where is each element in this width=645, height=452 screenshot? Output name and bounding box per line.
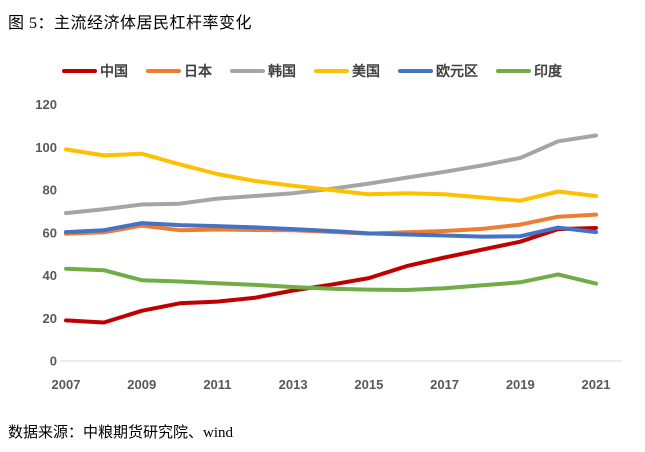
series-line-usa [64,147,598,203]
legend-label-korea: 韩国 [268,63,296,79]
x-axis-tick-label-2017: 2017 [430,377,459,392]
legend-swatch-korea [230,69,265,73]
data-source-note: 数据来源：中粮期货研究院、wind [8,425,234,441]
x-axis-tick-label-2007: 2007 [52,377,81,392]
legend-swatch-india [496,69,531,73]
legend-item-korea: 韩国 [230,64,296,78]
legend-item-india: 印度 [496,64,562,78]
legend-label-eurozone: 欧元区 [436,63,478,79]
y-axis-tick-label-0: 0 [50,354,57,369]
legend-item-usa: 美国 [314,64,380,78]
legend-swatch-eurozone [398,69,433,73]
legend-item-china: 中国 [62,64,128,78]
y-axis-tick-label-20: 20 [43,311,57,326]
legend-label-india: 印度 [534,63,562,79]
legend-label-japan: 日本 [184,63,212,79]
series-line-india [64,266,598,292]
y-axis-tick-label-80: 80 [43,183,57,198]
x-axis-tick-label-2009: 2009 [127,377,156,392]
legend-label-china: 中国 [100,63,128,79]
x-axis-tick-label-2011: 2011 [203,377,231,392]
legend-item-eurozone: 欧元区 [398,64,478,78]
legend-swatch-china [62,69,97,73]
legend-swatch-usa [314,69,349,73]
chart-legend: 中国 日本 韩国 美国 欧元区 印度 [62,64,562,78]
y-axis-tick-label-100: 100 [35,140,57,155]
legend-label-usa: 美国 [352,63,380,79]
x-axis-tick-label-2015: 2015 [354,377,383,392]
x-axis-tick-label-2013: 2013 [279,377,308,392]
series-line-china [64,226,598,325]
legend-item-japan: 日本 [146,64,212,78]
y-axis-tick-label-40: 40 [43,268,57,283]
series-line-eurozone [64,221,598,239]
legend-swatch-japan [146,69,181,73]
y-axis-tick-label-60: 60 [43,225,57,240]
x-axis-tick-label-2021: 2021 [582,377,611,392]
chart-title: 图 5：主流经济体居民杠杆率变化 [8,15,253,32]
y-axis-tick-label-120: 120 [35,97,57,112]
x-axis-tick-label-2019: 2019 [506,377,535,392]
